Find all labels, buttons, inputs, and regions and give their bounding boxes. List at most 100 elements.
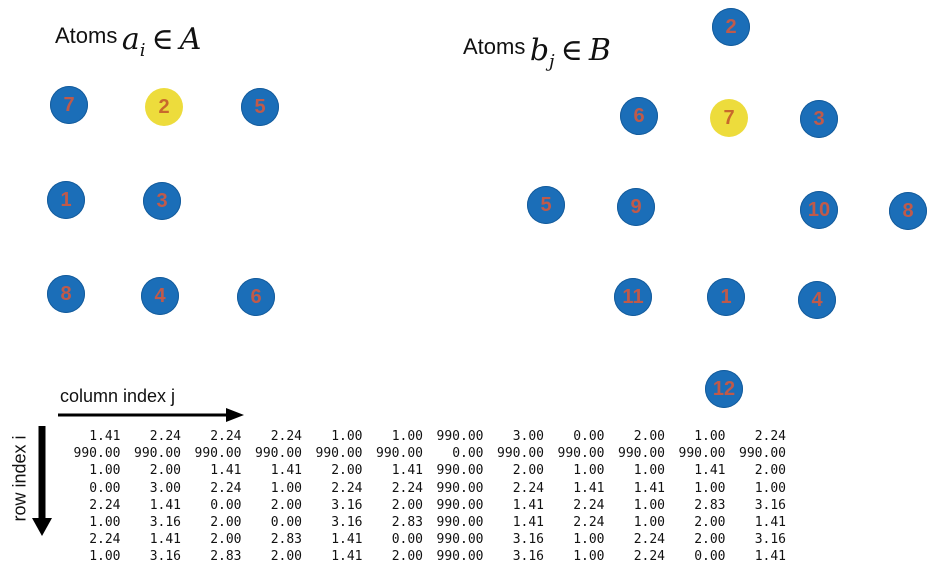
matrix-cell: 2.24 bbox=[210, 429, 242, 444]
matrix-cell: 2.00 bbox=[149, 463, 181, 479]
matrix-cell: 3.00 bbox=[149, 480, 181, 496]
matrix-cell: 2.00 bbox=[270, 497, 302, 513]
matrix-cell: 1.00 bbox=[694, 429, 726, 444]
matrix-row: 0.00 3.00 2.24 1.00 2.24 2.24 990.00 2.24 1.41 1.… bbox=[60, 480, 786, 497]
matrix-cell: 2.83 bbox=[391, 515, 423, 531]
matrix-cell: 2.00 bbox=[391, 497, 423, 513]
matrix-cell: 990.00 bbox=[436, 497, 484, 513]
matrix-cell: 990.00 bbox=[376, 446, 423, 462]
matrix-cell: 2.00 bbox=[512, 463, 544, 479]
matrix-cell: 1.41 bbox=[512, 515, 544, 531]
matrix-cell: 990.00 bbox=[678, 446, 726, 462]
atom-a: 8 bbox=[47, 275, 85, 313]
row-index-label: row index i bbox=[9, 435, 30, 522]
atom-b: 12 bbox=[705, 370, 743, 408]
matrix-cell: 2.00 bbox=[210, 532, 242, 548]
matrix-cell: 990.00 bbox=[315, 446, 363, 462]
matrix-cell: 1.41 bbox=[210, 463, 242, 479]
matrix-cell: 3.16 bbox=[149, 515, 181, 531]
matrix-cell: 990.00 bbox=[557, 446, 605, 462]
matrix-cell: 1.41 bbox=[754, 515, 786, 531]
matrix-cell: 2.24 bbox=[270, 429, 302, 444]
matrix-cell: 2.24 bbox=[633, 549, 665, 565]
matrix-cell: 1.00 bbox=[573, 463, 605, 479]
matrix-cell: 990.00 bbox=[739, 446, 786, 462]
atom-b: 1 bbox=[707, 278, 745, 316]
matrix-cell: 2.00 bbox=[633, 429, 665, 444]
matrix-cell: 2.24 bbox=[89, 532, 121, 548]
matrix-cell: 1.41 bbox=[391, 463, 423, 479]
set-b-prefix: Atoms bbox=[463, 34, 526, 59]
set-a-math: ai ∈ A bbox=[121, 22, 202, 61]
matrix-cell: 2.00 bbox=[210, 515, 242, 531]
matrix-cell: 0.00 bbox=[210, 497, 242, 513]
matrix-cell: 0.00 bbox=[452, 446, 484, 462]
column-arrow-icon bbox=[58, 408, 244, 422]
matrix-cell: 1.00 bbox=[633, 463, 665, 479]
atom-b: 4 bbox=[798, 281, 836, 319]
matrix-cell: 1.00 bbox=[754, 480, 786, 496]
atom-a: 2 bbox=[145, 88, 183, 126]
matrix-cell: 1.00 bbox=[391, 429, 423, 444]
atom-a: 4 bbox=[141, 277, 179, 315]
distance-matrix: 1.41 2.24 2.24 2.24 1.00 1.00 990.00 3.00 0.00 2.… bbox=[60, 428, 786, 566]
matrix-cell: 1.00 bbox=[89, 549, 121, 565]
matrix-cell: 990.00 bbox=[436, 549, 484, 565]
atom-b: 5 bbox=[527, 186, 565, 224]
matrix-cell: 3.00 bbox=[512, 429, 544, 444]
matrix-cell: 1.41 bbox=[573, 480, 605, 496]
matrix-cell: 0.00 bbox=[89, 480, 121, 496]
atom-b: 11 bbox=[614, 278, 652, 316]
matrix-cell: 990.00 bbox=[618, 446, 665, 462]
atom-b: 2 bbox=[712, 8, 750, 46]
matrix-cell: 2.24 bbox=[210, 480, 242, 496]
matrix-cell: 2.00 bbox=[694, 532, 726, 548]
matrix-cell: 990.00 bbox=[436, 515, 484, 531]
matrix-cell: 3.16 bbox=[149, 549, 181, 565]
matrix-cell: 1.41 bbox=[633, 480, 665, 496]
matrix-cell: 3.16 bbox=[754, 532, 786, 548]
matrix-cell: 2.00 bbox=[391, 549, 423, 565]
column-index-label: column index j bbox=[60, 386, 176, 406]
matrix-cell: 990.00 bbox=[73, 446, 121, 462]
matrix-cell: 1.00 bbox=[89, 515, 121, 531]
matrix-cell: 0.00 bbox=[391, 532, 423, 548]
matrix-cell: 1.41 bbox=[149, 532, 181, 548]
matrix-cell: 1.00 bbox=[694, 480, 726, 496]
matrix-cell: 0.00 bbox=[694, 549, 726, 565]
matrix-row: 1.00 3.16 2.83 2.00 1.41 2.00 990.00 3.16 1.00 2.… bbox=[60, 548, 786, 565]
matrix-cell: 990.00 bbox=[194, 446, 242, 462]
matrix-cell: 0.00 bbox=[573, 429, 605, 444]
row-arrow-icon bbox=[32, 426, 52, 536]
matrix-cell: 2.24 bbox=[149, 429, 181, 444]
atom-b: 6 bbox=[620, 97, 658, 135]
matrix-cell: 990.00 bbox=[436, 480, 484, 496]
matrix-cell: 1.41 bbox=[754, 549, 786, 565]
set-b-math: bj ∈ B bbox=[529, 33, 611, 72]
matrix-row: 990.00 990.00 990.00 990.00 990.00 990.00 0.00… bbox=[60, 445, 786, 462]
atom-b: 7 bbox=[710, 99, 748, 137]
matrix-cell: 1.00 bbox=[633, 515, 665, 531]
set-a-prefix: Atoms bbox=[55, 23, 118, 48]
matrix-cell: 2.24 bbox=[391, 480, 423, 496]
matrix-cell: 2.24 bbox=[573, 497, 605, 513]
matrix-cell: 990.00 bbox=[436, 532, 484, 548]
matrix-cell: 3.16 bbox=[331, 515, 363, 531]
matrix-row: 2.24 1.41 2.00 2.83 1.41 0.00 990.00 3.16 1.00 2.… bbox=[60, 531, 786, 548]
matrix-cell: 1.41 bbox=[694, 463, 726, 479]
matrix-cell: 2.00 bbox=[754, 463, 786, 479]
set-b-title: Atoms bj ∈ B bbox=[463, 33, 611, 72]
matrix-cell: 2.24 bbox=[754, 429, 786, 444]
atom-a: 6 bbox=[237, 278, 275, 316]
matrix-cell: 2.24 bbox=[89, 497, 121, 513]
matrix-row: 1.00 3.16 2.00 0.00 3.16 2.83 990.00 1.41 2.24 1.… bbox=[60, 514, 786, 531]
matrix-cell: 1.41 bbox=[270, 463, 302, 479]
matrix-cell: 1.41 bbox=[331, 532, 363, 548]
matrix-cell: 1.41 bbox=[331, 549, 363, 565]
matrix-cell: 1.00 bbox=[270, 480, 302, 496]
matrix-cell: 1.00 bbox=[573, 532, 605, 548]
atom-a: 5 bbox=[241, 88, 279, 126]
matrix-cell: 990.00 bbox=[255, 446, 302, 462]
matrix-cell: 1.00 bbox=[89, 463, 121, 479]
